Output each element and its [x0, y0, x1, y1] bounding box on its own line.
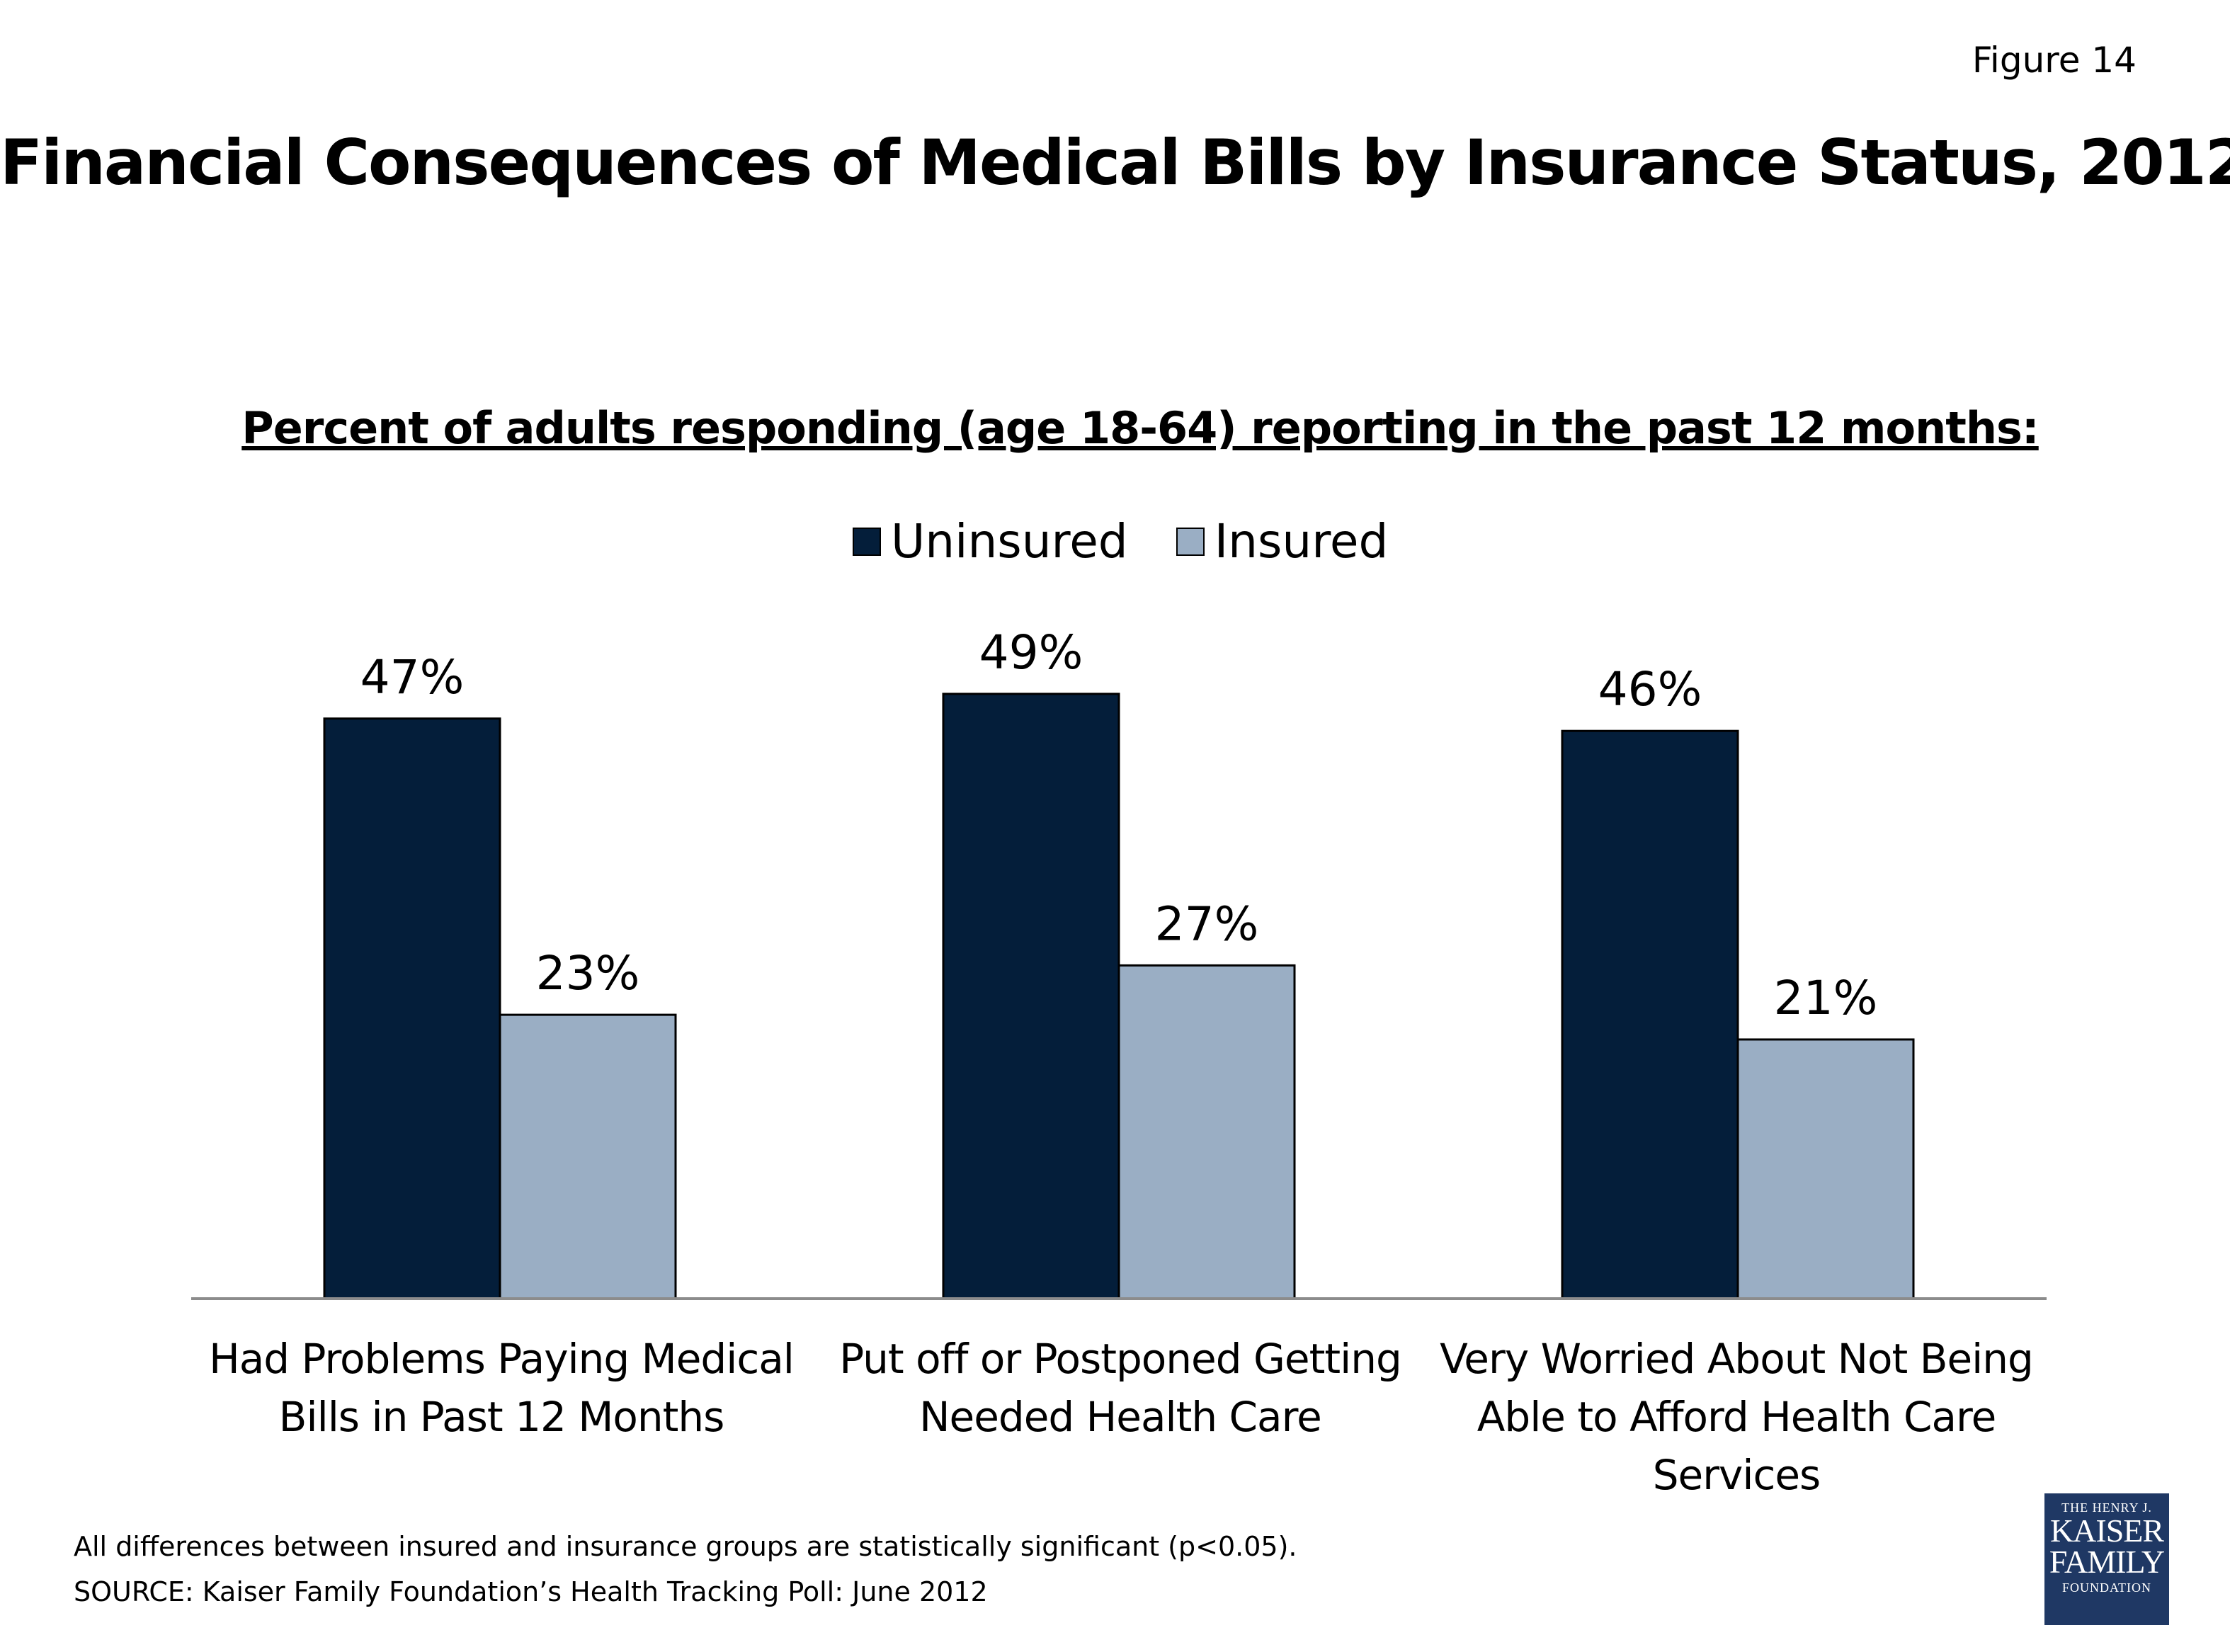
source-note: SOURCE: Kaiser Family Foundation’s Healt… — [74, 1576, 988, 1607]
legend-swatch-insured — [1176, 527, 1205, 556]
legend-label-insured: Insured — [1214, 514, 1389, 569]
bar-uninsured-2 — [1561, 729, 1739, 1300]
legend-label-uninsured: Uninsured — [891, 514, 1128, 569]
data-label-uninsured-1: 49% — [979, 625, 1083, 680]
chart-title: Financial Consequences of Medical Bills … — [0, 126, 2230, 199]
data-label-uninsured-2: 46% — [1598, 662, 1702, 717]
logo-line-1: THE HENRY J. — [2061, 1500, 2152, 1515]
legend-item-insured: Insured — [1176, 514, 1389, 569]
category-label-problems-paying: Had Problems Paying Medical Bills in Pas… — [209, 1335, 795, 1441]
bar-insured-2 — [1736, 1038, 1915, 1300]
bar-insured-0 — [499, 1013, 677, 1300]
data-label-uninsured-0: 47% — [360, 650, 465, 705]
bar-uninsured-0 — [323, 717, 501, 1300]
data-label-insured-1: 27% — [1155, 896, 1259, 951]
data-label-insured-0: 23% — [536, 946, 640, 1001]
legend-swatch-uninsured — [853, 527, 881, 556]
category-label-postponed-care: Put off or Postponed Getting Needed Heal… — [839, 1335, 1402, 1441]
significance-note: All differences between insured and insu… — [74, 1531, 1297, 1562]
legend-item-uninsured: Uninsured — [853, 514, 1128, 569]
logo-line-4: FOUNDATION — [2062, 1580, 2151, 1595]
chart-subtitle: Percent of adults responding (age 18-64)… — [241, 402, 2039, 454]
bar-insured-1 — [1117, 964, 1296, 1300]
chart-legend: Uninsured Insured — [853, 514, 1436, 569]
kff-logo: THE HENRY J. KAISER FAMILY FOUNDATION — [2044, 1493, 2169, 1625]
category-label-worried-afford: Very Worried About Not Being Able to Aff… — [1440, 1335, 2034, 1499]
logo-line-3: FAMILY — [2049, 1544, 2165, 1580]
data-label-insured-2: 21% — [1774, 971, 1878, 1025]
logo-line-2: KAISER — [2049, 1513, 2164, 1549]
figure-label: Figure 14 — [1972, 40, 2137, 81]
bar-uninsured-1 — [942, 693, 1120, 1300]
